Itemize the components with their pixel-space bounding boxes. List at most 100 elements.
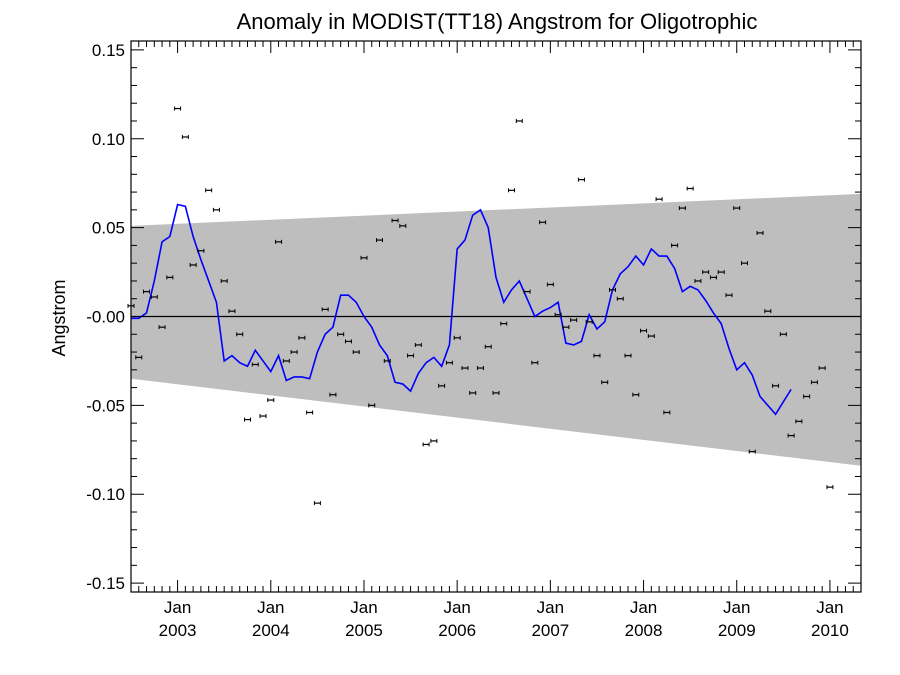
y-tick-label: -0.10 (86, 485, 125, 504)
data-point (772, 383, 780, 388)
data-point (570, 318, 578, 323)
y-tick-label: -0.00 (86, 308, 125, 327)
data-point (608, 287, 616, 292)
data-point (616, 296, 624, 301)
x-tick-label-month: Jan (723, 598, 750, 617)
data-point (577, 177, 585, 182)
data-point (150, 294, 158, 299)
data-point (181, 134, 189, 139)
data-point (484, 344, 492, 349)
data-point (601, 380, 609, 385)
data-point (702, 270, 710, 275)
x-tick-label-year: 2007 (531, 621, 569, 640)
data-point (236, 332, 244, 337)
y-tick-label: 0.15 (92, 41, 125, 60)
data-point (368, 403, 376, 408)
data-point (422, 442, 430, 447)
data-point (329, 392, 337, 397)
data-point (259, 414, 267, 419)
x-tick-label-year: 2008 (625, 621, 663, 640)
data-point (282, 358, 290, 363)
data-point (438, 383, 446, 388)
data-point (399, 223, 407, 228)
data-point (678, 206, 686, 211)
data-point (725, 293, 733, 298)
data-point (686, 186, 694, 191)
data-point (445, 360, 453, 365)
data-point (593, 353, 601, 358)
data-point (492, 390, 500, 395)
data-point (391, 218, 399, 223)
data-point (228, 309, 236, 314)
data-point (220, 278, 228, 283)
data-point (290, 350, 298, 355)
data-point (671, 243, 679, 248)
data-point (779, 332, 787, 337)
data-point (383, 358, 391, 363)
data-point (174, 106, 182, 111)
x-tick-label-year: 2005 (345, 621, 383, 640)
data-point (655, 197, 663, 202)
data-point (748, 449, 756, 454)
data-point (306, 410, 314, 415)
data-point (795, 419, 803, 424)
data-point (508, 188, 516, 193)
data-point (810, 380, 818, 385)
data-point (251, 362, 259, 367)
data-point (585, 319, 593, 324)
data-point (764, 309, 772, 314)
y-tick-label: 0.05 (92, 219, 125, 238)
data-point (344, 339, 352, 344)
data-point (430, 438, 438, 443)
smoothed-series-line (131, 203, 792, 416)
data-point (135, 355, 143, 360)
data-point (166, 275, 174, 280)
data-point (158, 325, 166, 330)
data-point (523, 289, 531, 294)
data-point (469, 390, 477, 395)
data-point (539, 220, 547, 225)
x-tick-label-month: Jan (257, 598, 284, 617)
data-point (360, 255, 368, 260)
data-point (500, 321, 508, 326)
x-tick-label-month: Jan (537, 598, 564, 617)
x-tick-label-month: Jan (816, 598, 843, 617)
data-point (624, 353, 632, 358)
data-point (197, 248, 205, 253)
data-point (476, 366, 484, 371)
data-point (756, 230, 764, 235)
y-axis-label: Angstrom (49, 279, 69, 356)
data-point (243, 417, 251, 422)
x-tick-label-year: 2006 (438, 621, 476, 640)
data-point (515, 118, 523, 123)
data-point (709, 275, 717, 280)
data-point (818, 366, 826, 371)
x-tick-label-year: 2004 (252, 621, 290, 640)
data-point (298, 335, 306, 340)
x-tick-label-year: 2010 (811, 621, 849, 640)
data-point (414, 342, 422, 347)
data-point (803, 394, 811, 399)
data-point (337, 332, 345, 337)
data-point (461, 366, 469, 371)
data-point (741, 261, 749, 266)
y-tick-label: 0.10 (92, 130, 125, 149)
data-point (407, 353, 415, 358)
y-tick-label: -0.15 (86, 574, 125, 593)
data-point (546, 282, 554, 287)
data-point (205, 188, 213, 193)
confidence-band (131, 193, 861, 466)
data-point (826, 485, 834, 490)
chart-title: Anomaly in MODIST(TT18) Angstrom for Oli… (237, 9, 758, 34)
data-point (733, 206, 741, 211)
data-point (321, 307, 329, 312)
data-point (189, 262, 197, 267)
data-point (640, 328, 648, 333)
x-tick-label-month: Jan (443, 598, 470, 617)
data-point (632, 392, 640, 397)
data-point (717, 270, 725, 275)
x-tick-label-year: 2009 (718, 621, 756, 640)
data-point (694, 278, 702, 283)
x-tick-label-month: Jan (350, 598, 377, 617)
